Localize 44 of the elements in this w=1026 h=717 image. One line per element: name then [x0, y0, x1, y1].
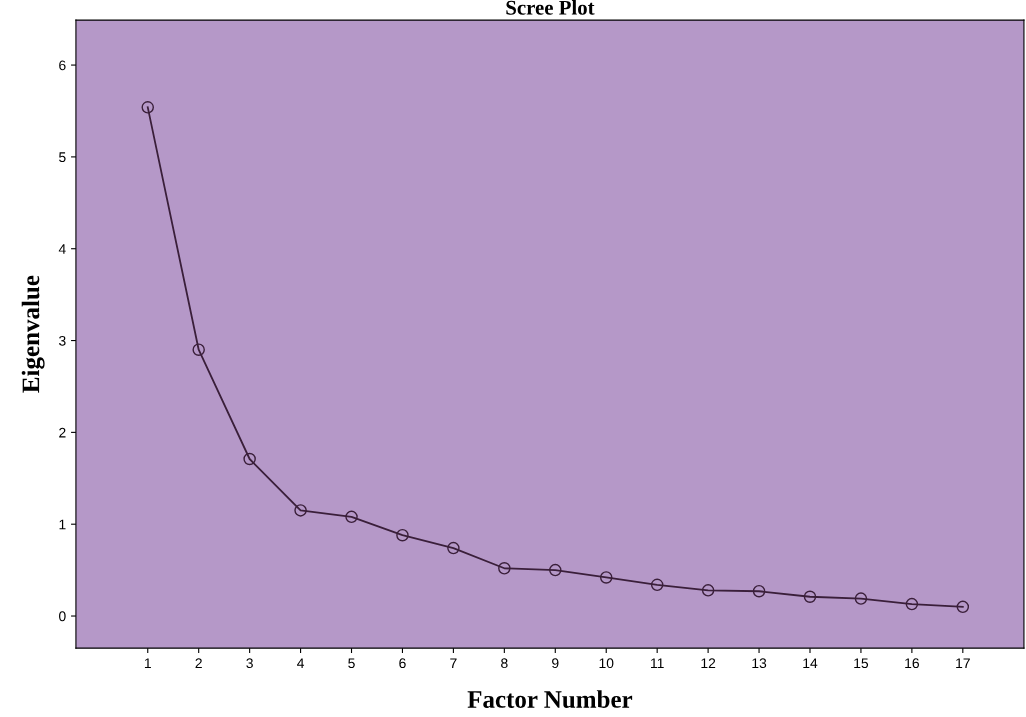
point: [498, 562, 511, 575]
point: [701, 584, 715, 597]
y-tick-label: 6: [59, 60, 66, 71]
x-tick-label: 12: [701, 658, 716, 668]
y-tick-label: 1: [59, 519, 66, 530]
point: [905, 597, 919, 611]
x-tick-label: 17: [956, 658, 970, 668]
point: [192, 343, 205, 356]
point: [396, 528, 409, 542]
point: [650, 578, 664, 592]
x-axis-title: Factor Number: [467, 690, 633, 708]
point: [243, 452, 256, 466]
x-tick-label: 8: [501, 658, 508, 669]
point: [599, 571, 613, 584]
y-axis-title: Eigenvalue: [21, 275, 45, 393]
x-tick-label: 5: [348, 658, 355, 669]
point: [447, 541, 460, 555]
chart-title: Scree Plot: [506, 0, 595, 15]
x-tick-label: 15: [854, 658, 869, 669]
x-tick-label: 7: [450, 658, 457, 668]
x-tick-label: 3: [246, 658, 253, 669]
x-tick-label: 10: [599, 658, 614, 669]
x-tick-label: 4: [297, 658, 305, 668]
x-tick-label: 16: [905, 658, 919, 669]
y-tick-label: 4: [58, 244, 66, 254]
point: [345, 510, 358, 524]
point: [752, 584, 766, 598]
x-tick-label: 6: [399, 658, 406, 669]
point: [549, 563, 562, 577]
x-tick-label: 13: [752, 658, 767, 669]
x-tick-label: 2: [195, 658, 202, 668]
x-tick-label: 11: [651, 658, 664, 668]
x-tick-label: 1: [144, 658, 151, 668]
point: [141, 101, 155, 114]
y-tick-label: 5: [59, 152, 66, 163]
point: [854, 592, 868, 605]
x-tick-label: 14: [803, 658, 818, 668]
point: [803, 590, 817, 603]
x-tick-label: 9: [552, 658, 559, 669]
y-tick-label: 0: [59, 611, 66, 622]
y-tick-label: 3: [59, 335, 66, 346]
point: [956, 600, 970, 614]
y-tick-label: 2: [59, 427, 66, 438]
point: [294, 504, 307, 517]
